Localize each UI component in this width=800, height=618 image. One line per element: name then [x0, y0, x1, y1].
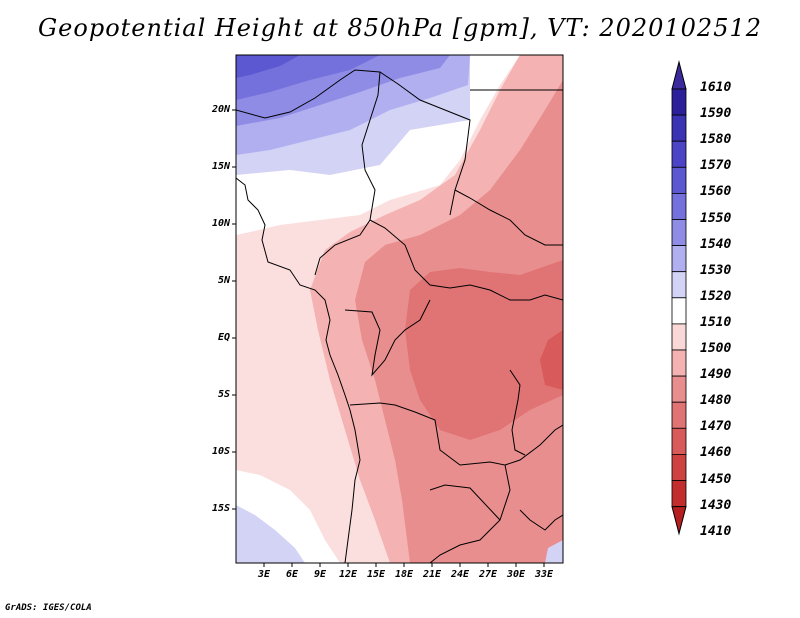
colorbar-swatch [671, 166, 687, 194]
lon-label: 15E [366, 569, 386, 580]
colorbar [671, 60, 687, 536]
colorbar-top-arrow [671, 60, 687, 90]
lon-label: 6E [285, 569, 299, 580]
colorbar-label: 1550 [700, 210, 732, 226]
country-borders [236, 69, 563, 563]
lat-label: 5N [217, 275, 230, 286]
colorbar-label: 1410 [700, 523, 732, 539]
lon-label: 21E [422, 569, 442, 580]
colorbar-swatch [671, 192, 687, 220]
colorbar-swatch [671, 401, 687, 429]
colorbar-swatch [671, 297, 687, 325]
map-title: Geopotential Height at 850hPa [gpm], VT:… [38, 14, 762, 42]
colorbar-label: 1450 [700, 471, 732, 487]
colorbar-swatch [671, 375, 687, 403]
lon-label: 18E [394, 569, 414, 580]
colorbar-label: 1510 [700, 314, 732, 330]
colorbar-label: 1590 [700, 106, 732, 122]
colorbar-label: 1580 [700, 132, 732, 148]
colorbar-label: 1560 [700, 184, 732, 200]
lon-label: 3E [257, 569, 271, 580]
colorbar-swatch [671, 323, 687, 351]
colorbar-label: 1500 [700, 341, 732, 356]
lon-label: 9E [313, 569, 327, 580]
colorbar-label: 1520 [700, 288, 732, 304]
colorbar-swatch [671, 453, 687, 481]
colorbar-label: 1610 [700, 80, 732, 95]
colorbar-label: 1490 [700, 367, 732, 383]
colorbar-swatch [671, 349, 687, 377]
lat-label: 10N [211, 218, 230, 229]
lon-label: 33E [534, 569, 554, 580]
lat-label: 15N [211, 161, 230, 172]
colorbar-swatch [671, 480, 687, 508]
lat-label: 20N [211, 104, 230, 115]
lon-label: 27E [478, 569, 498, 580]
colorbar-label: 1530 [700, 262, 732, 278]
colorbar-swatch [671, 245, 687, 273]
colorbar-swatch [671, 271, 687, 299]
colorbar-swatch [671, 88, 687, 116]
colorbar-label: 1480 [700, 393, 732, 409]
footer-credit: GrADS: IGES/COLA [5, 603, 92, 613]
colorbar-label: 1430 [700, 497, 732, 513]
colorbar-label: 1570 [700, 158, 732, 174]
lat-label: 15S [211, 503, 230, 514]
colorbar-swatch [671, 140, 687, 168]
lat-label: 5S [217, 389, 230, 400]
colorbar-label: 1540 [700, 236, 732, 252]
lon-label: 12E [338, 569, 358, 580]
lat-label: 10S [211, 446, 230, 457]
lon-label: 24E [450, 569, 470, 580]
lon-label: 30E [506, 569, 526, 580]
colorbar-swatch [671, 427, 687, 455]
lat-label: EQ [217, 332, 230, 343]
colorbar-swatch [671, 219, 687, 247]
height-field [236, 55, 563, 563]
colorbar-bottom-arrow [671, 506, 687, 536]
axis-ticks [232, 109, 545, 567]
colorbar-label: 1470 [700, 419, 732, 435]
map-frame [235, 54, 564, 564]
colorbar-label: 1460 [700, 445, 732, 461]
colorbar-swatch [671, 114, 687, 142]
